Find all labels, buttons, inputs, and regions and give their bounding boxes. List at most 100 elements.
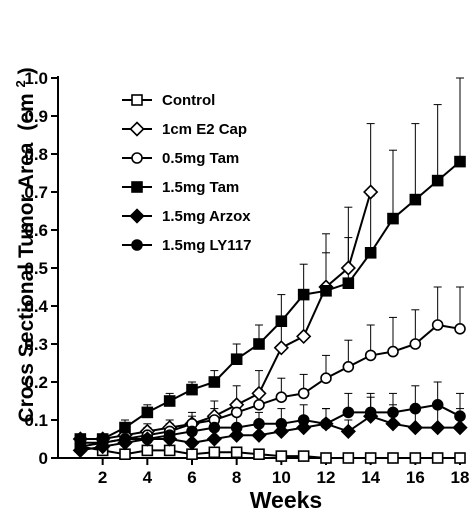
data-point-control: [119, 448, 131, 461]
data-point-1-5mg-ly117: [431, 398, 444, 411]
x-tick-label: 16: [406, 468, 425, 487]
data-point-1-5mg-tam: [208, 376, 221, 388]
data-point-1-5mg-tam: [275, 315, 288, 328]
data-point-control: [208, 446, 221, 459]
data-point-1-5mg-tam: [342, 277, 355, 290]
data-markers: [72, 155, 468, 464]
data-point-1-5mg-tam: [297, 288, 310, 301]
data-point-1cm-e2-cap: [273, 340, 289, 356]
data-point-1-5mg-ly117: [253, 417, 265, 430]
data-point-1-5mg-tam: [364, 247, 377, 259]
y-tick-label: 0: [39, 449, 48, 468]
legend-marker-1-5mg-ly117: [131, 239, 143, 251]
y-axis-title: Cross Sectional Tumor Area (cm 2 ): [7, 67, 38, 422]
data-point-1-5mg-ly117: [186, 425, 198, 438]
data-point-1-5mg-ly117: [275, 417, 288, 430]
y-axis-unit-suffix: ): [15, 67, 38, 74]
x-tick-label: 12: [317, 468, 336, 487]
data-point-1-5mg-ly117: [409, 402, 422, 415]
svg-text:Cross Sectional Tumor Area: Cross Sectional Tumor Area (cm 2 ): [7, 67, 38, 422]
x-tick-label: 6: [187, 468, 196, 487]
data-point-0-5mg-tam: [364, 349, 377, 362]
legend-label-1cm-e2-cap: 1cm E2 Cap: [162, 121, 247, 138]
data-point-1-5mg-tam: [253, 338, 265, 350]
data-point-0-5mg-tam: [431, 319, 444, 331]
series-line-control: [80, 445, 460, 459]
data-point-1-5mg-tam: [186, 383, 198, 396]
legend-label-control: Control: [162, 92, 215, 109]
data-point-1-5mg-ly117: [297, 414, 310, 426]
y-tick-label: 0.9: [24, 107, 48, 126]
data-point-1-5mg-arzox: [206, 431, 222, 447]
y-tick-label: 0.8: [24, 145, 48, 164]
data-point-1cm-e2-cap: [340, 260, 356, 276]
data-point-1-5mg-ly117: [320, 417, 332, 430]
data-point-1-5mg-ly117: [208, 421, 221, 434]
data-point-1-5mg-tam: [230, 353, 243, 366]
legend-label-1-5mg-tam: 1.5mg Tam: [162, 179, 239, 196]
data-point-1-5mg-ly117: [96, 436, 109, 449]
data-point-control: [141, 444, 154, 457]
legend-marker-control: [131, 94, 143, 106]
data-point-control: [364, 452, 377, 464]
data-point-1-5mg-tam: [320, 284, 332, 297]
y-tick-label: 0.7: [24, 183, 48, 202]
series-lines: [80, 160, 461, 459]
data-point-1-5mg-arzox: [251, 427, 267, 443]
error-bars: [76, 77, 464, 457]
y-tick-label: 0.2: [24, 373, 48, 392]
x-tick-label: 2: [98, 468, 107, 487]
data-point-0-5mg-tam: [342, 360, 355, 373]
legend-label-1-5mg-ly117: 1.5mg LY117: [162, 237, 252, 254]
data-point-1-5mg-ly117: [74, 440, 87, 453]
data-point-0-5mg-tam: [387, 345, 399, 358]
data-point-control: [230, 446, 243, 459]
data-point-1-5mg-ly117: [119, 433, 131, 445]
data-point-1cm-e2-cap: [296, 328, 312, 345]
y-tick-label: 0.3: [24, 335, 48, 354]
x-tick-label: 8: [232, 468, 241, 487]
data-point-control: [454, 452, 466, 464]
data-point-control: [342, 452, 355, 464]
y-axis-unit-prefix: (cm: [15, 93, 38, 130]
legend-label-0-5mg-tam: 0.5mg Tam: [162, 150, 239, 167]
data-point-0-5mg-tam: [454, 322, 466, 335]
data-point-control: [163, 444, 176, 457]
data-point-1-5mg-ly117: [163, 429, 176, 442]
data-point-1-5mg-ly117: [454, 410, 466, 423]
data-point-1-5mg-tam: [409, 193, 422, 206]
series-line-1-5mg-tam: [80, 160, 461, 440]
data-point-1-5mg-ly117: [387, 406, 399, 419]
data-point-control: [297, 450, 310, 462]
data-point-control: [186, 448, 198, 461]
data-point-1-5mg-arzox: [407, 419, 423, 436]
y-tick-label: 0.5: [24, 259, 48, 278]
legend-marker-0-5mg-tam: [131, 152, 143, 164]
data-point-0-5mg-tam: [409, 338, 422, 350]
data-point-1-5mg-tam: [119, 421, 131, 434]
data-point-1cm-e2-cap: [251, 385, 267, 402]
x-tick-label: 18: [451, 468, 470, 487]
y-axis-unit-superscript: 2: [13, 80, 28, 87]
y-tick-label: 0.6: [24, 221, 48, 240]
legend-label-1-5mg-arzox: 1.5mg Arzox: [162, 208, 251, 225]
data-point-0-5mg-tam: [230, 406, 243, 419]
y-axis-title-text: Cross Sectional Tumor Area: [15, 142, 38, 422]
x-axis-title: Weeks: [250, 487, 322, 512]
data-point-0-5mg-tam: [253, 398, 265, 411]
data-point-control: [253, 448, 265, 461]
legend: Control 1cm E2 Cap 0.5mg Tam 1.5mg Tam 1.5mg…: [122, 92, 252, 254]
legend-marker-1cm-e2-cap: [129, 121, 145, 137]
data-point-control: [275, 450, 288, 462]
data-point-1-5mg-ly117: [364, 406, 377, 419]
data-point-0-5mg-tam: [320, 372, 332, 385]
data-point-1-5mg-tam: [163, 395, 176, 407]
data-point-1-5mg-arzox: [340, 423, 356, 440]
x-tick-label: 10: [272, 468, 291, 487]
x-tick-label: 4: [143, 468, 153, 487]
data-point-1-5mg-arzox: [452, 419, 468, 436]
data-point-1-5mg-arzox: [430, 419, 446, 436]
data-point-0-5mg-tam: [275, 391, 288, 404]
y-tick-label: 0.1: [24, 411, 48, 430]
